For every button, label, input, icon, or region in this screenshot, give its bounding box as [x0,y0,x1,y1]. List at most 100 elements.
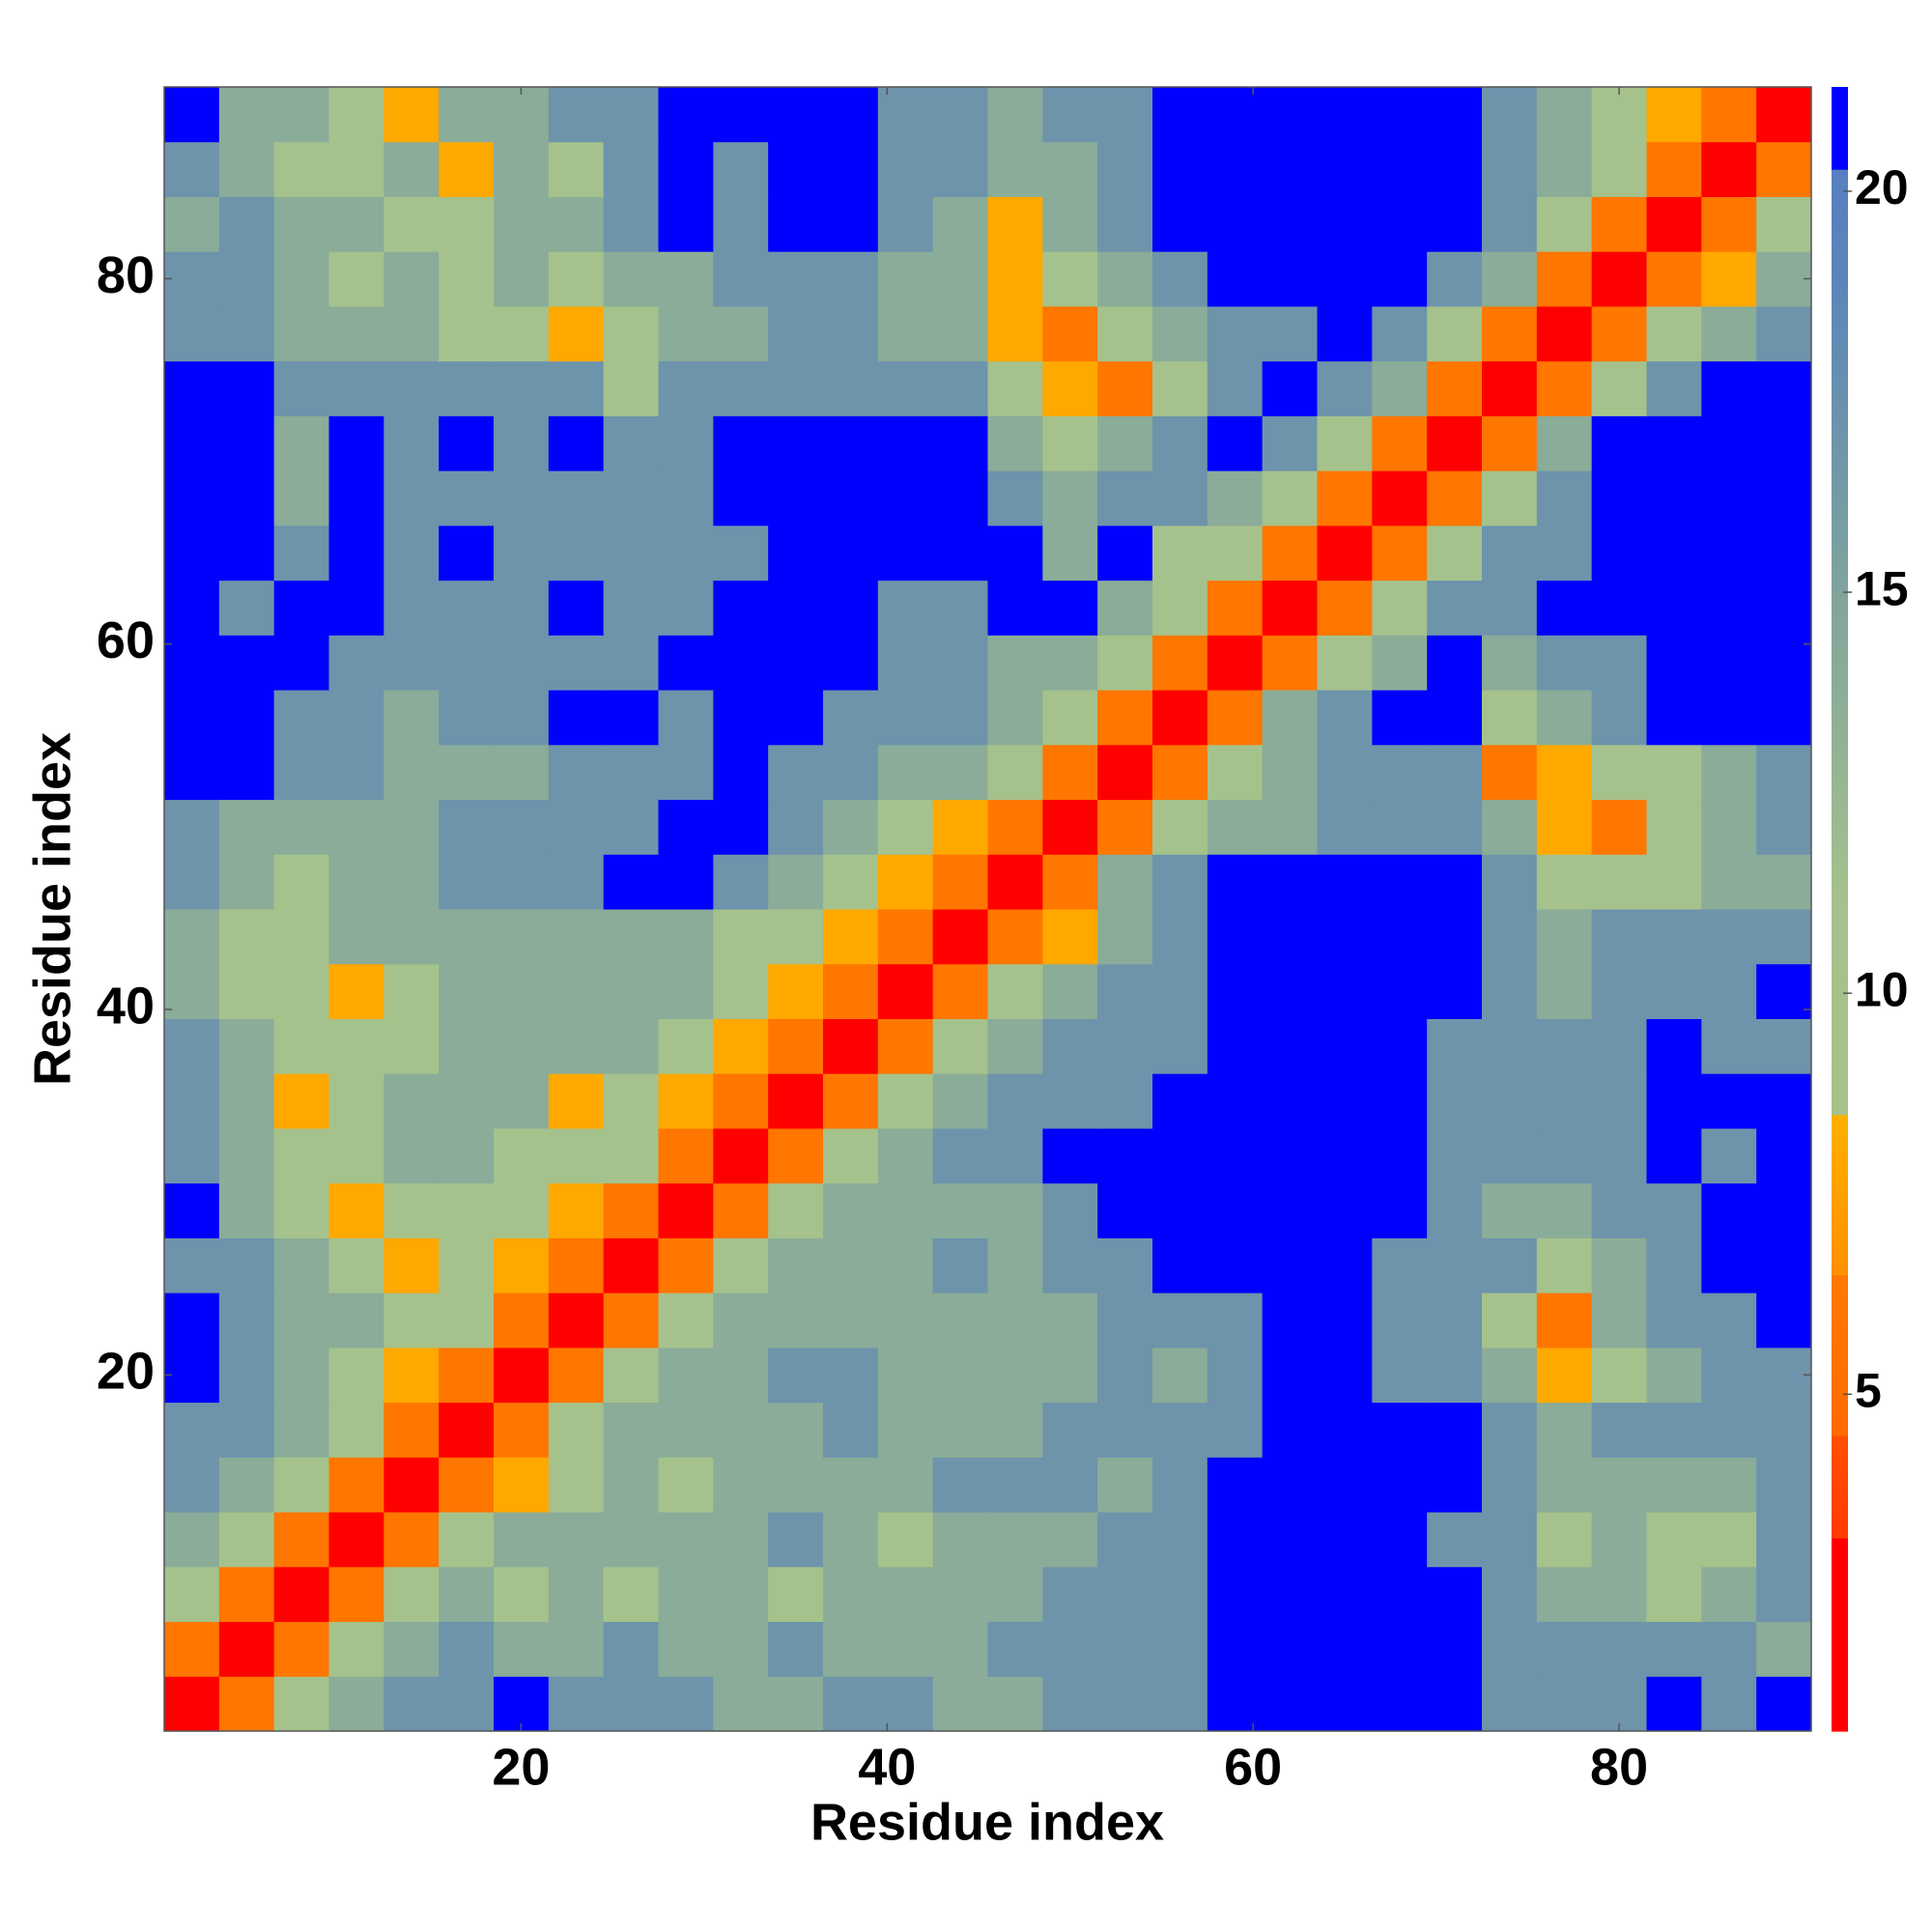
heatmap-cell [877,1621,934,1677]
colorbar-slice [1832,95,1848,100]
colorbar-slice [1832,193,1848,199]
heatmap-cell [987,963,1043,1019]
heatmap-cell [218,690,275,746]
heatmap-cell [548,196,605,252]
heatmap-cell [384,1073,440,1129]
colorbar-slice [1832,1349,1848,1354]
heatmap-cell [987,360,1043,416]
heatmap-cell [384,305,440,362]
heatmap-cell [823,141,879,197]
heatmap-cell [384,1182,440,1238]
heatmap-cell [1646,360,1702,416]
colorbar-slice [1832,210,1848,215]
colorbar-slice [1832,576,1848,582]
heatmap-cell [439,963,495,1019]
y-tick-label: 80 [97,246,155,304]
heatmap-cell [1042,1018,1098,1074]
heatmap-cell [603,1293,659,1349]
colorbar-slice [1832,1291,1848,1296]
colorbar-slice [1832,645,1848,651]
colorbar-slice [1832,1352,1848,1358]
heatmap-cell [1152,1621,1208,1677]
heatmap-cell [1427,1073,1483,1129]
heatmap-cell [1262,196,1318,252]
heatmap-cell [1536,470,1593,526]
heatmap-cell [1207,854,1264,910]
heatmap-cell [1042,854,1098,910]
colorbar-slice [1832,1052,1848,1058]
heatmap-cell [877,1293,934,1349]
heatmap-cell [1262,470,1318,526]
heatmap-cell [1591,1566,1647,1623]
heatmap-cell [1591,305,1647,362]
heatmap-cell [1097,1457,1153,1513]
heatmap-cell [768,251,824,307]
colorbar-slice [1832,744,1848,750]
heatmap-cell [1482,470,1538,526]
colorbar-slice [1832,1122,1848,1128]
heatmap-cell [328,1182,384,1238]
colorbar-slice [1832,1212,1848,1218]
heatmap-cell [1262,1512,1318,1568]
heatmap-cell [1042,1073,1098,1129]
colorbar-slice [1832,1258,1848,1264]
colorbar-slice [1832,1130,1848,1136]
colorbar-slice [1832,1221,1848,1227]
heatmap-cell [658,1566,714,1623]
heatmap-cell [1097,1182,1153,1238]
colorbar-slice [1832,1274,1848,1280]
heatmap-cell [273,1676,329,1732]
heatmap-cell [1317,87,1373,143]
heatmap-cell [1042,909,1098,965]
heatmap-cell [1097,1512,1153,1568]
heatmap-cell [494,1347,550,1404]
heatmap-cell [1646,251,1702,307]
colorbar-slice [1832,1455,1848,1461]
heatmap-cell [1756,470,1812,526]
heatmap-cell [1152,415,1208,471]
colorbar-slice [1832,1015,1848,1021]
colorbar-slice [1832,616,1848,622]
colorbar-slice [1832,1311,1848,1317]
colorbar-slice [1832,896,1848,902]
heatmap-cell [1152,360,1208,416]
colorbar-slice [1832,1323,1848,1329]
heatmap-cell [1756,1073,1812,1129]
heatmap-cell [603,87,659,143]
heatmap-cell [328,470,384,526]
colorbar-slice [1832,802,1848,808]
heatmap-cell [1317,196,1373,252]
colorbar-slice [1832,177,1848,183]
colorbar-slice [1832,691,1848,696]
heatmap-cell [384,1347,440,1404]
colorbar-slice [1832,1706,1848,1712]
heatmap-cell [328,1293,384,1349]
colorbar-slice [1832,1024,1848,1029]
heatmap-cell [1646,1676,1702,1732]
heatmap-cell [1372,1127,1428,1184]
colorbar-slice [1832,1394,1848,1399]
heatmap-cell [987,1347,1043,1404]
heatmap-cell [1207,580,1264,636]
colorbar-slice [1832,164,1848,170]
heatmap-cell [273,1073,329,1129]
colorbar-slice [1832,1119,1848,1123]
heatmap-cell [1482,525,1538,582]
heatmap-cell [218,1512,275,1568]
heatmap-cell [1152,690,1208,746]
colorbar-slice [1832,1245,1848,1251]
heatmap-cell [987,1402,1043,1458]
heatmap-cell [1756,1676,1812,1732]
heatmap-cell [439,1347,495,1404]
heatmap-cell [548,1621,605,1677]
heatmap-cell [987,690,1043,746]
heatmap-cell [1756,1237,1812,1293]
heatmap-cell [439,251,495,307]
heatmap-cell [439,854,495,910]
heatmap-cell [1536,909,1593,965]
heatmap-cell [494,744,550,801]
colorbar-slice [1832,1604,1848,1608]
heatmap-cell [1372,1621,1428,1677]
heatmap-cell [713,963,769,1019]
